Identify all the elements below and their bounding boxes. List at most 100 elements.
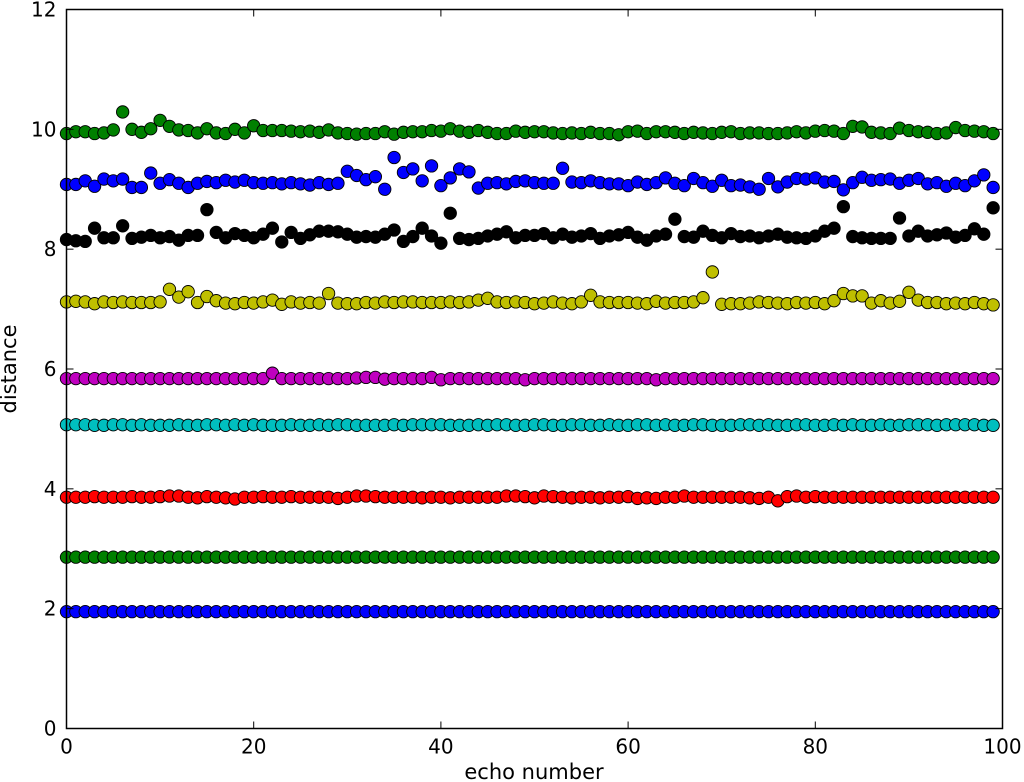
data-point [986, 126, 1000, 141]
y-tick-label: 8 [44, 237, 57, 261]
data-point [78, 234, 92, 249]
data-point [967, 174, 982, 188]
series-6 [59, 199, 1000, 250]
data-point [546, 176, 560, 190]
data-point [106, 123, 120, 137]
series-5 [59, 265, 1000, 312]
data-point [87, 221, 102, 235]
data-point [836, 126, 851, 141]
data-point [986, 180, 1000, 195]
y-tick-label: 0 [44, 717, 57, 741]
x-tick-label: 80 [803, 735, 828, 759]
x-tick-label: 40 [428, 735, 453, 759]
series-7 [59, 150, 1000, 197]
series-3 [59, 418, 1000, 432]
x-tick-label: 100 [983, 735, 1021, 759]
y-tick-label: 6 [44, 357, 57, 381]
data-point [686, 230, 701, 244]
data-point [761, 171, 776, 186]
y-tick-label: 12 [31, 0, 56, 22]
data-point [424, 159, 439, 173]
series-1 [59, 550, 1000, 564]
data-point [986, 298, 1000, 312]
data-point [153, 295, 167, 309]
series-2 [59, 489, 1000, 508]
data-point [116, 172, 130, 186]
data-point [443, 206, 457, 220]
data-point [836, 183, 851, 197]
data-point [986, 418, 1000, 432]
data-point [555, 161, 570, 175]
data-point [331, 176, 345, 190]
data-point [265, 221, 280, 235]
data-point [986, 550, 1000, 564]
data-point [958, 228, 972, 243]
y-tick-label: 10 [31, 117, 56, 141]
data-point [977, 227, 991, 241]
x-axis-label: echo number [464, 760, 604, 782]
data-point [986, 605, 1000, 619]
data-point [387, 150, 401, 165]
data-point [705, 179, 719, 193]
data-point [237, 126, 251, 140]
data-point [321, 286, 336, 301]
data-point [190, 295, 205, 310]
data-point [256, 227, 270, 241]
data-point [883, 231, 897, 246]
data-point [116, 219, 130, 233]
data-point [696, 291, 710, 305]
data-point [106, 231, 120, 245]
data-point [752, 182, 766, 196]
y-tick-label: 4 [44, 477, 57, 501]
data-point [677, 178, 691, 193]
data-point [977, 168, 991, 182]
data-point [153, 113, 167, 128]
data-point [836, 199, 851, 214]
data-point [434, 178, 448, 193]
data-point [387, 223, 401, 237]
data-point [443, 171, 457, 185]
data-point [378, 182, 392, 196]
series-0 [59, 605, 1000, 619]
data-point [162, 282, 177, 296]
data-point [986, 371, 1000, 386]
data-point [284, 225, 298, 240]
series-4 [59, 366, 1000, 387]
data-point [190, 228, 205, 243]
data-point [116, 105, 130, 119]
data-points-layer [59, 105, 1000, 619]
data-point [827, 294, 841, 308]
data-point [892, 211, 907, 225]
data-point [275, 235, 289, 249]
data-point [312, 296, 326, 310]
data-point [424, 229, 439, 243]
data-point [415, 221, 429, 235]
data-point [986, 490, 1000, 504]
data-point [902, 285, 916, 299]
y-axis-label: distance [0, 325, 21, 414]
data-point [892, 294, 907, 308]
data-point [855, 289, 869, 303]
series-8 [59, 105, 1000, 142]
data-point [406, 162, 420, 176]
data-point [415, 174, 429, 188]
data-point [574, 295, 588, 309]
data-point [181, 285, 195, 299]
data-point [499, 225, 514, 239]
data-point [144, 122, 158, 136]
data-point [200, 202, 214, 217]
data-point [658, 227, 673, 241]
x-tick-label: 20 [241, 735, 266, 759]
x-tick-label: 0 [60, 735, 73, 759]
axis-ticks-layer: 0 20 40 60 80 100 0 2 4 6 8 10 12 [31, 0, 1022, 759]
data-point [462, 165, 476, 179]
data-point [134, 180, 149, 195]
data-point [986, 201, 1000, 215]
y-tick-label: 2 [44, 597, 57, 621]
data-point [705, 265, 719, 279]
data-point [827, 221, 841, 235]
data-point [368, 170, 383, 184]
data-point [827, 174, 841, 189]
